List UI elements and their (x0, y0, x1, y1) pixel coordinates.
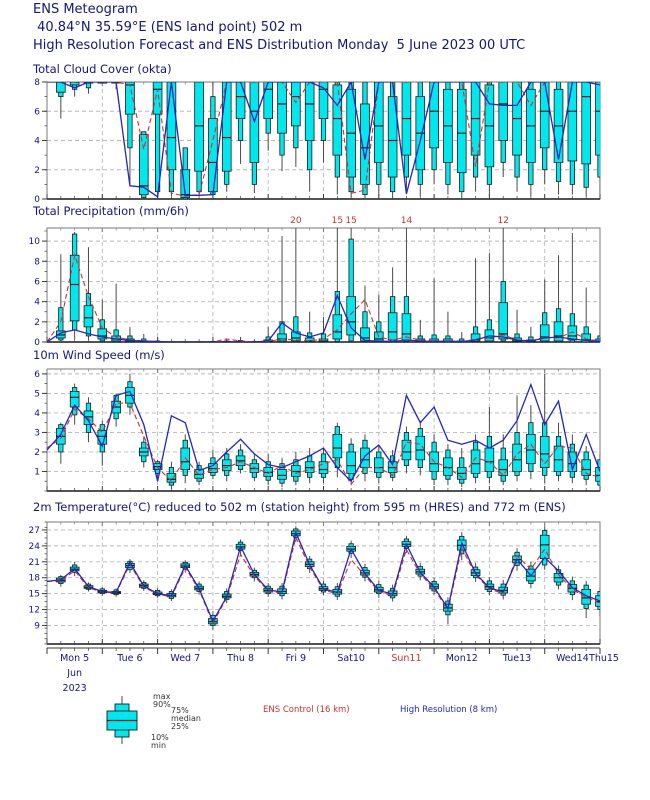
svg-text:0: 0 (34, 195, 40, 205)
panel-wind-speed: 1 2 3 4 5 6 (34, 368, 601, 492)
svg-text:8: 8 (34, 257, 40, 267)
legend-label: 75% (171, 706, 189, 715)
day-label: Mon 5 (60, 653, 89, 664)
svg-text:2: 2 (34, 166, 40, 176)
svg-text:27: 27 (29, 526, 40, 536)
legend-label: 25% (171, 722, 189, 731)
hres-line-cloud-cover (47, 82, 600, 198)
time-axis: Mon 5 Tue 6 Wed 7 Thu 8 Fri 9 Sat10 Sun11 Mon12… (46, 647, 619, 694)
boxplots-precipitation (56, 228, 600, 342)
legend-ens-control: ENS Control (16 km) (263, 705, 350, 715)
svg-text:8: 8 (34, 78, 40, 88)
day-label: Wed 7 (170, 653, 200, 664)
header-location: 40.84°N 35.59°E (ENS land point) 502 m (33, 20, 303, 35)
day-label: Thu 8 (226, 653, 254, 664)
svg-text:18: 18 (29, 574, 41, 584)
svg-text:1: 1 (34, 467, 40, 477)
svg-text:6: 6 (34, 107, 40, 117)
panel-precipitation: 0 2 4 6 8 10 20 15 15 14 12 (29, 216, 601, 348)
svg-text:4: 4 (34, 137, 40, 147)
day-label: Mon12 (446, 653, 478, 664)
svg-text:9: 9 (34, 621, 40, 631)
overflow-label: 15 (332, 216, 343, 226)
svg-text:2: 2 (34, 318, 40, 328)
day-label: Tue 6 (116, 653, 142, 664)
legend-label: 90% (153, 700, 171, 709)
svg-text:2: 2 (34, 448, 40, 458)
svg-text:12: 12 (29, 606, 40, 616)
svg-text:4: 4 (34, 298, 40, 308)
legend-label: median (171, 714, 201, 723)
overflow-label: 14 (401, 216, 413, 226)
day-label: Thu15 (588, 653, 619, 664)
legend-label: 10% (151, 733, 169, 742)
day-label: Sun11 (391, 653, 421, 664)
svg-text:6: 6 (34, 277, 40, 287)
svg-text:21: 21 (29, 558, 40, 568)
panel-temperature: 9 12 15 18 21 24 27 (29, 521, 601, 645)
panel-title-cloud-cover: Total Cloud Cover (okta) (33, 62, 172, 76)
header-runinfo: High Resolution Forecast and ENS Distrib… (33, 38, 526, 53)
panel-title-precipitation: Total Precipitation (mm/6h) (33, 204, 189, 218)
svg-text:0: 0 (34, 338, 40, 348)
day-label: Fri 9 (286, 653, 306, 664)
header-title: ENS Meteogram (33, 2, 138, 17)
boxplots-cloud-cover (56, 82, 600, 199)
svg-text:24: 24 (29, 542, 41, 552)
overflow-label: 20 (290, 216, 302, 226)
month-label: Jun (66, 668, 82, 679)
day-label: Wed14 (556, 653, 589, 664)
panel-title-temperature: 2m Temperature(°C) reduced to 502 m (sta… (33, 500, 566, 514)
panel-cloud-cover: 0 2 4 6 8 (34, 78, 601, 205)
ens-control-line-temperature (47, 535, 600, 625)
hres-line-wind-speed (47, 382, 600, 483)
year-label: 2023 (63, 683, 87, 694)
boxplots-wind-speed (56, 373, 600, 490)
svg-text:5: 5 (34, 389, 40, 399)
svg-text:6: 6 (34, 370, 40, 380)
day-label: Sat10 (337, 653, 365, 664)
day-label: Tue13 (502, 653, 531, 664)
overflow-label: 12 (497, 216, 508, 226)
hres-line-temperature (47, 530, 600, 623)
svg-text:15: 15 (29, 590, 40, 600)
overflow-label: 15 (345, 216, 356, 226)
svg-text:4: 4 (34, 409, 40, 419)
panel-title-wind-speed: 10m Wind Speed (m/s) (33, 348, 165, 362)
legend-label: max (153, 692, 171, 701)
hres-line-precipitation (47, 293, 600, 342)
legend-high-resolution: High Resolution (8 km) (400, 705, 497, 715)
ens-control-line-wind-speed (47, 402, 600, 486)
svg-text:3: 3 (34, 428, 40, 438)
legend-label: min (151, 741, 166, 750)
svg-text:10: 10 (29, 237, 41, 247)
